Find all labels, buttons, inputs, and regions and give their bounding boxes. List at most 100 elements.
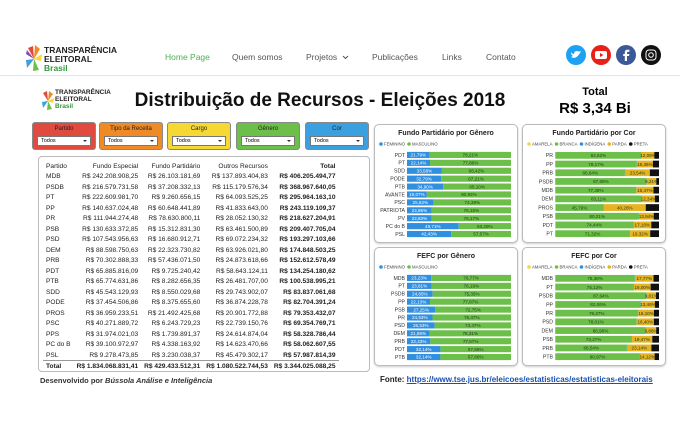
chart: FEFC por Gênero FEMININO MASCULINO MDB 23,23… — [379, 253, 511, 361]
table-cell: R$ 242.208.908,25 — [82, 173, 139, 181]
filter[interactable]: Cargo Todos — [167, 122, 231, 150]
category-label: PC do B — [386, 224, 406, 230]
bar-segment — [651, 344, 659, 352]
bar-segment — [451, 230, 511, 238]
category-label: MDB — [541, 276, 553, 282]
category-label: PSD — [542, 320, 553, 326]
category-label: AVANTE — [385, 192, 406, 198]
table-row: PRB R$ 70.302.888,33 R$ 57.436.071,50 R$ 24… — [43, 256, 339, 267]
bar-segment — [407, 353, 441, 361]
value-label: 33,58% — [417, 168, 433, 173]
bar-segment — [640, 301, 655, 308]
chart-title: FEFC por Gênero — [417, 253, 475, 260]
table-cell: R$ 24.873.618,66 — [215, 257, 268, 265]
category-label: PR — [546, 153, 553, 159]
filter-dropdown[interactable]: Todos — [37, 136, 91, 146]
nav-link[interactable]: Projetos — [306, 52, 338, 62]
bar-segment — [645, 204, 659, 211]
instagram[interactable] — [641, 45, 661, 65]
bar-segment — [603, 204, 646, 211]
value-label: 17,10% — [635, 223, 651, 228]
bar-segment — [458, 223, 511, 230]
table-cell: R$ 3.230.038,37 — [151, 351, 201, 359]
chart-title: FEFC por Cor — [571, 253, 617, 260]
chart: FEFC por Cor AMARELA BRANCA INDÍGENA PARDA PR… — [527, 253, 659, 361]
logo-icon — [42, 91, 54, 110]
nav-link[interactable]: Home Page — [165, 52, 210, 62]
value-label: 40,26% — [617, 205, 633, 210]
value-label: 66,64% — [582, 170, 598, 175]
table-cell: R$ 14.623.470,66 — [215, 341, 268, 349]
category-label: PSD — [394, 323, 405, 329]
value-label: 24,65% — [412, 291, 428, 296]
category-label: PR — [398, 315, 405, 321]
bar-segment — [407, 338, 431, 345]
value-label: 75,47% — [464, 315, 480, 320]
total-cell: R$ 3.344.025.088,25 — [270, 360, 339, 371]
column-header: Total — [320, 162, 336, 170]
column-header: Partido — [46, 162, 67, 170]
category-label: PT — [398, 161, 405, 167]
bar-segment — [440, 353, 511, 361]
category-label: PRB — [542, 171, 553, 177]
bar-segment — [435, 306, 511, 313]
category-label: PATRIOTA — [380, 208, 405, 214]
table-cell: R$ 6.243.729,23 — [151, 320, 201, 328]
bar-segment — [555, 301, 641, 308]
total-cell: R$ 429.433.512,31 — [141, 360, 204, 371]
nav-link[interactable]: Links — [442, 52, 462, 62]
bar-segment — [555, 344, 627, 352]
category-label: PDT — [395, 153, 406, 159]
bar-segment — [430, 159, 511, 166]
bar-segment — [429, 330, 511, 337]
filter-dropdown[interactable]: Todos — [104, 136, 158, 146]
filter[interactable]: Tipo da Receita Todos — [99, 122, 163, 150]
filter-dropdown[interactable]: Todos — [241, 136, 295, 146]
table-cell: PC do B — [46, 341, 71, 349]
table-cell: PSC — [46, 320, 60, 328]
bar-segment — [646, 178, 657, 185]
source-link[interactable]: https://www.tse.jus.br/eleicoes/estatist… — [406, 375, 653, 384]
bar-segment — [431, 215, 511, 222]
table-cell: R$ 63.926.021,80 — [215, 246, 268, 254]
column-header: Outros Recursos — [218, 162, 268, 170]
value-label: 74,38% — [465, 200, 481, 205]
table-cell: R$ 37.454.506,86 — [85, 299, 139, 307]
bar-segment — [555, 353, 640, 361]
value-label: 22,14% — [411, 161, 427, 166]
bar-segment — [632, 335, 653, 343]
filter-dropdown[interactable]: Todos — [310, 136, 364, 146]
filter[interactable]: Gênero Todos — [236, 122, 300, 150]
table-cell: PROS — [46, 309, 65, 317]
brand-line: TRANSPARÊNCIA — [55, 89, 111, 96]
table-row: PDT R$ 65.885.816,09 R$ 9.725.240,42 R$ 58.… — [43, 266, 339, 277]
bar-segment — [432, 314, 511, 321]
bar-segment — [407, 298, 431, 305]
legend-label: MASCULINO — [412, 142, 438, 147]
bar-segment — [636, 186, 654, 194]
table-cell: R$ 137.893.404,83 — [211, 173, 268, 181]
value-label: 24,53% — [412, 315, 428, 320]
bar-segment — [407, 215, 432, 222]
table-cell: PSD — [46, 236, 60, 244]
table-row: PSL R$ 9.278.473,85 R$ 3.230.038,37 R$ 45.4… — [43, 350, 339, 361]
total-cell: R$ 1.080.522.744,53 — [203, 360, 271, 371]
filter-dropdown[interactable]: Todos — [172, 136, 226, 146]
nav-link[interactable]: Quem somos — [232, 52, 283, 62]
value-label: 76,15% — [464, 208, 480, 213]
table-cell: R$ 100.538.995,21 — [279, 278, 336, 286]
category-label: PP — [398, 299, 405, 305]
bar-segment — [653, 274, 659, 282]
value-label: 75,35% — [464, 291, 480, 296]
filter[interactable]: Partido Todos — [32, 122, 96, 150]
nav-link[interactable]: Contato — [486, 52, 516, 62]
value-label: 66,42% — [469, 168, 485, 173]
bar-segment — [555, 230, 556, 238]
filter[interactable]: Cor Todos — [305, 122, 369, 150]
bar-segment — [555, 221, 634, 229]
nav-link[interactable]: Publicações — [372, 52, 418, 62]
table-row: PSDB R$ 216.579.731,58 R$ 37.208.332,13 R$ … — [43, 182, 339, 193]
table-cell: R$ 58.643.124,11 — [215, 267, 268, 275]
bar-segment — [656, 327, 659, 334]
legend-swatch — [554, 265, 559, 269]
